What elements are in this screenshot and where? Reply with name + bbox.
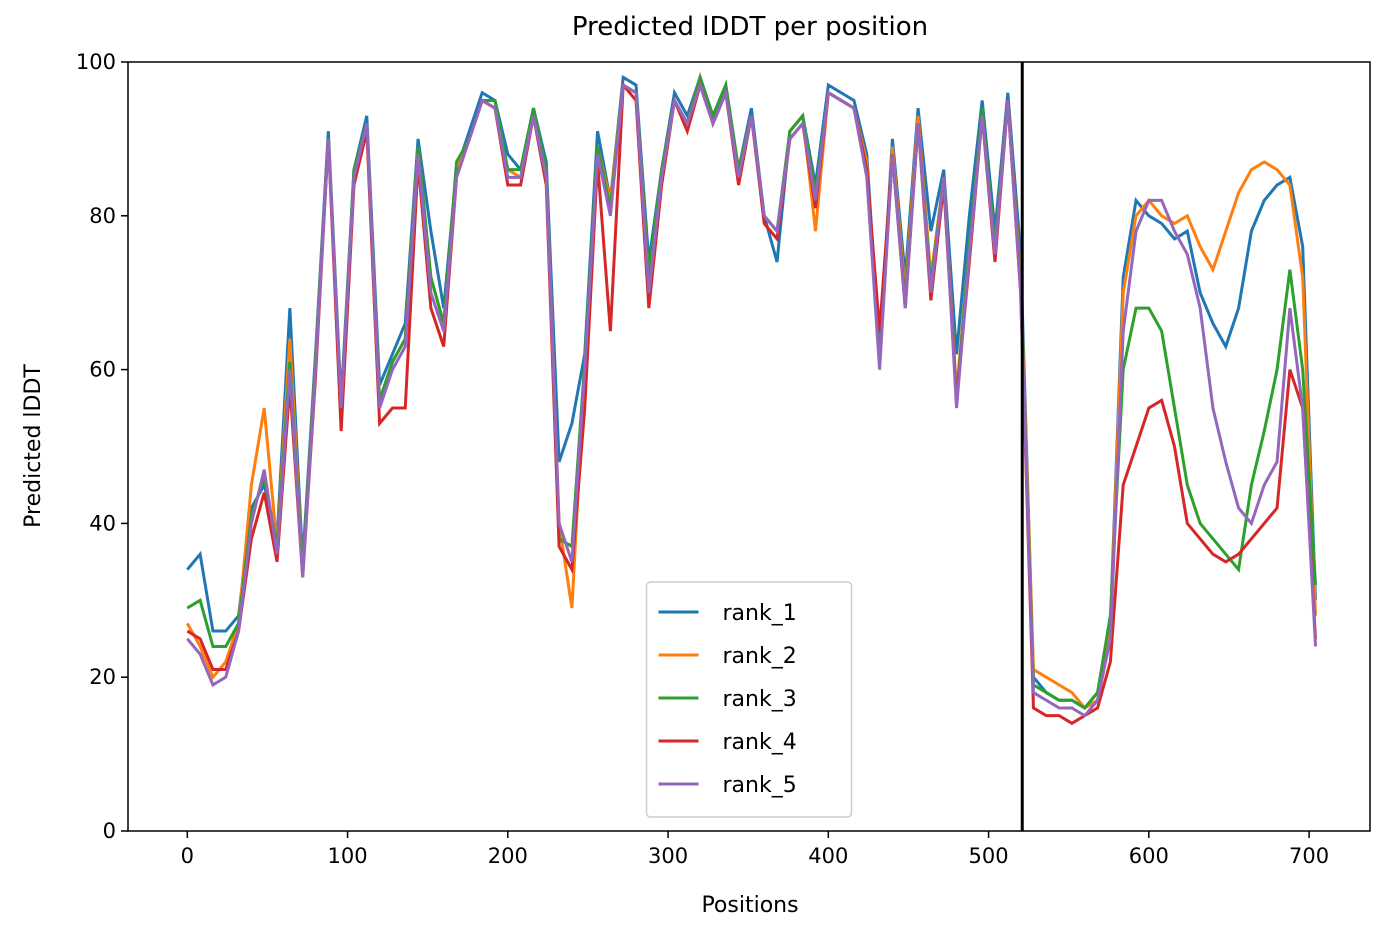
x-tick-label: 200 bbox=[488, 844, 528, 868]
y-tick-label: 80 bbox=[89, 204, 116, 228]
x-tick-label: 700 bbox=[1289, 844, 1329, 868]
chart-title: Predicted lDDT per position bbox=[572, 12, 928, 42]
legend-label: rank_1 bbox=[723, 601, 797, 626]
x-tick-label: 0 bbox=[181, 844, 194, 868]
y-axis-label: Predicted lDDT bbox=[21, 364, 46, 528]
x-axis-label: Positions bbox=[701, 893, 798, 918]
legend-box bbox=[645, 581, 853, 818]
y-tick-label: 40 bbox=[89, 511, 116, 535]
y-tick-label: 0 bbox=[103, 819, 116, 843]
y-tick-label: 20 bbox=[89, 665, 116, 689]
legend-label: rank_4 bbox=[723, 730, 797, 755]
x-tick-label: 500 bbox=[969, 844, 1009, 868]
x-tick-label: 600 bbox=[1129, 844, 1169, 868]
x-tick-label: 100 bbox=[328, 844, 368, 868]
series-line bbox=[186, 80, 1318, 718]
legend-label: rank_2 bbox=[723, 644, 797, 669]
y-tick-label: 100 bbox=[76, 50, 116, 74]
y-tick-label: 60 bbox=[89, 358, 116, 382]
x-tick-label: 400 bbox=[808, 844, 848, 868]
legend-label: rank_5 bbox=[723, 773, 797, 798]
legend-label: rank_3 bbox=[723, 687, 797, 712]
plot-frame bbox=[127, 61, 1371, 832]
x-tick-label: 300 bbox=[648, 844, 688, 868]
